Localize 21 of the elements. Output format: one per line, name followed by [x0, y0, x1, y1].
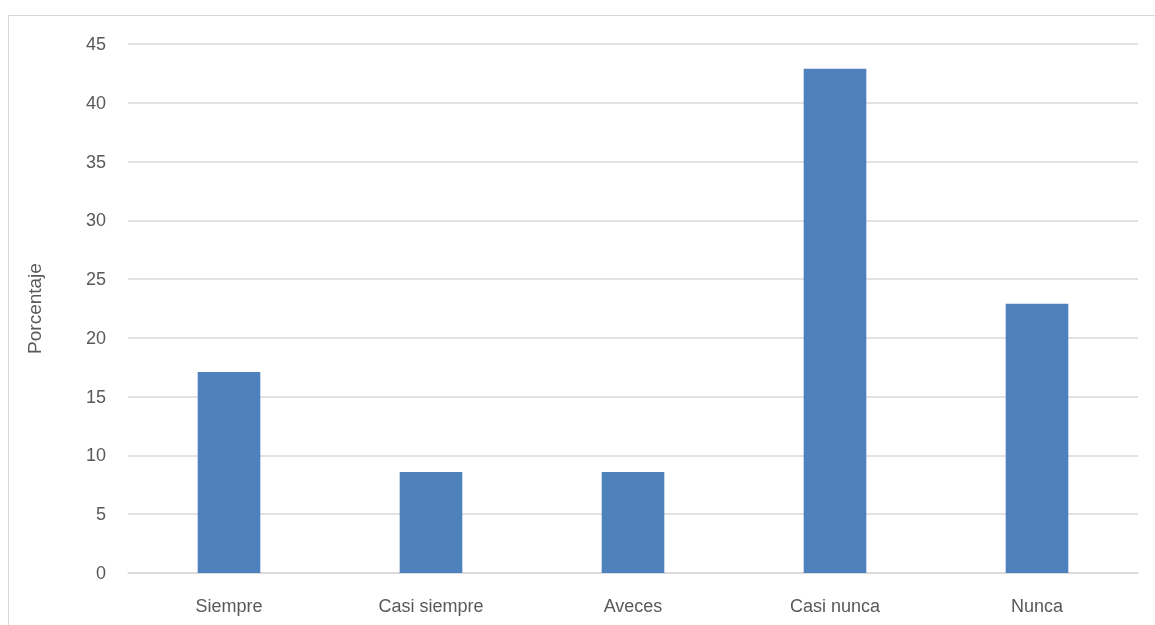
y-tick-label: 30 [85, 210, 106, 231]
bar [1005, 303, 1069, 573]
bar [197, 371, 261, 573]
x-tick-label: Nunca [1010, 596, 1064, 616]
bar [601, 471, 665, 573]
x-tick-label: Casi siempre [378, 596, 484, 616]
y-tick-label: 0 [95, 563, 106, 583]
y-tick-label: 25 [85, 269, 106, 290]
y-tick-label: 10 [85, 445, 106, 466]
y-tick-label: 45 [85, 34, 106, 54]
x-tick-label: Siempre [195, 596, 263, 616]
bar [399, 471, 463, 573]
y-tick-label: 5 [95, 504, 106, 525]
y-tick-label: 20 [85, 327, 106, 348]
y-tick-label: 35 [85, 151, 106, 172]
y-tick-label: 15 [85, 386, 106, 407]
x-tick-label: Casi nunca [789, 596, 882, 616]
bar [803, 68, 867, 573]
y-axis-title: Porcentaje [24, 263, 45, 354]
y-tick-label: 40 [85, 92, 106, 113]
x-tick-label: Aveces [603, 596, 663, 616]
